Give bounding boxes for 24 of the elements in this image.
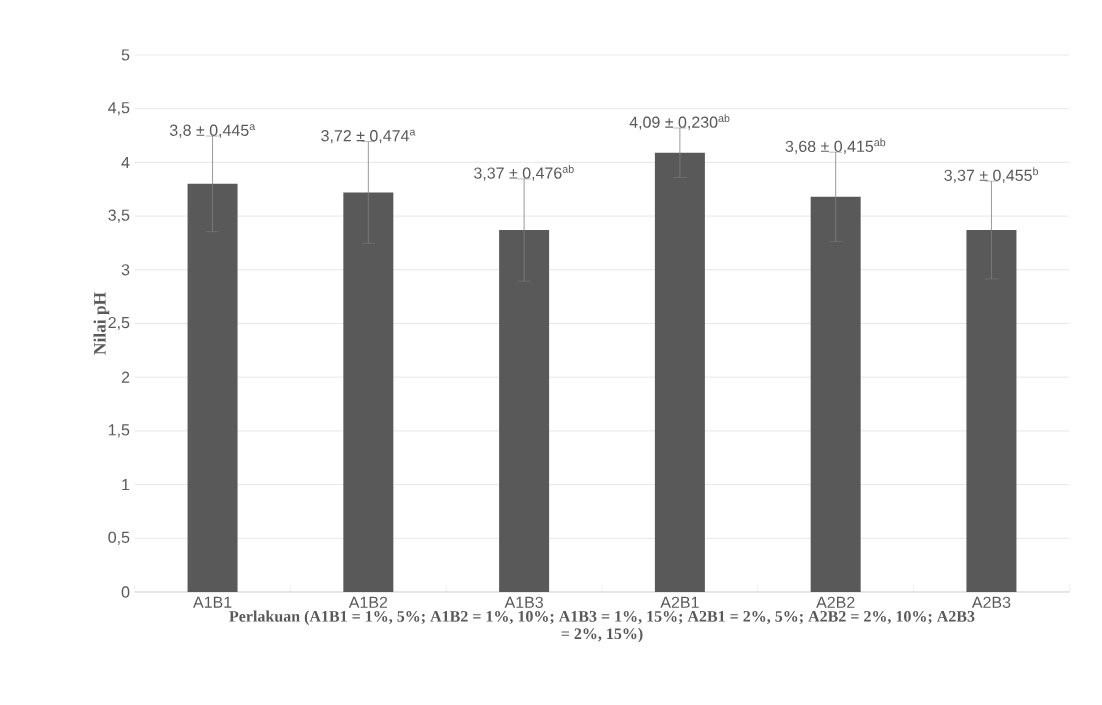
y-tick-label: 3,5 [108, 209, 130, 223]
y-tick-label: 2,5 [108, 316, 130, 331]
y-tick-label: 0 [121, 586, 130, 598]
x-tick-label: A2B1 [660, 596, 699, 608]
y-tick-label: 1 [122, 479, 130, 491]
x-tick-label: A1B2 [348, 596, 388, 608]
y-tick-label: 1,5 [108, 424, 130, 438]
y-tick-label: 2 [121, 371, 130, 383]
x-tick-label: A2B3 [971, 596, 1011, 609]
data-label: 3,8 ± 0,445$^{a}$ [169, 124, 256, 138]
x-axis-title: Perlakuan (A1B1 = 1%, 5%; A1B2 = 1%, 10%; A1B3 = 1%, 15%; A2B1 = 2%, 5%; A2B2 = 2%, 10%; A2B3 = 2%, 15%) [229, 610, 975, 643]
data-label: 3,37 ± 0,455$^{b}$ [944, 167, 1039, 183]
data-label: 3,72 ± 0,474$^{a}$ [321, 129, 416, 144]
data-label: 4,09 ± 0,230$^{ab}$ [629, 114, 730, 130]
y-tick-label: 3 [121, 264, 130, 276]
x-tick-label: A1B1 [193, 596, 232, 608]
x-tick-label: A1B3 [504, 596, 543, 609]
x-tick-label: A2B2 [816, 596, 855, 608]
data-label: 3,68 ± 0,415$^{ab}$ [785, 138, 886, 154]
y-tick-label: 5 [121, 49, 130, 61]
y-tick-label: 0,5 [108, 531, 130, 545]
data-label: 3,37 ± 0,476$^{ab}$ [474, 165, 574, 181]
y-tick-label: 4 [121, 156, 130, 168]
y-tick-label: 4,5 [108, 102, 130, 116]
